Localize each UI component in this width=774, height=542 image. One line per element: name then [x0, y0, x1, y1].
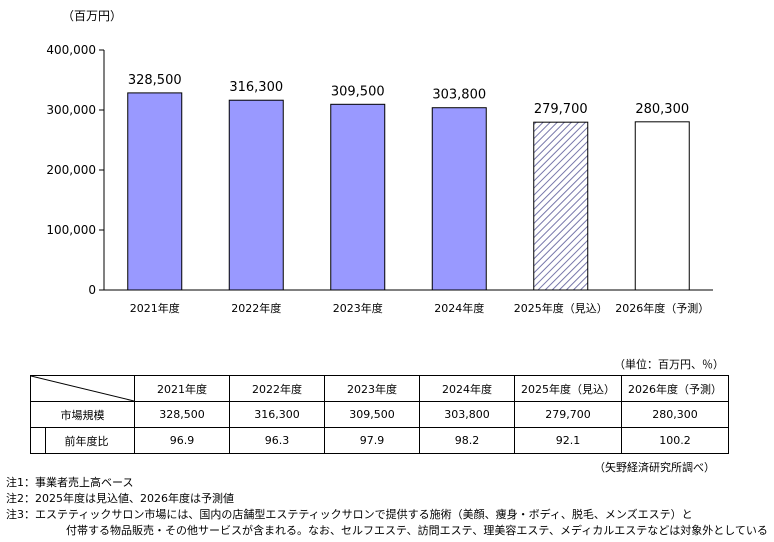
x-tick-label: 2021年度 — [130, 301, 180, 315]
x-tick-label: 2025年度（見込） — [514, 301, 608, 315]
unit-label: （百万円） — [62, 9, 122, 23]
x-axis: 2021年度 2022年度 2023年度 2024年度 2025年度（見込） 2026年度… — [104, 289, 713, 315]
table-cell: 279,700 — [514, 401, 622, 428]
table-cell: 92.1 — [514, 427, 622, 454]
data-table: 2021年度 2022年度 2023年度 2024年度 2025年度（見込） 2… — [30, 375, 729, 454]
bar-chart: （百万円） 0 100,000 200,000 300,000 400,000 328,… — [46, 9, 713, 315]
x-tick-label: 2026年度（予測） — [615, 301, 709, 315]
row-label-market-size: 市場規模 — [30, 401, 135, 428]
table-header: 2026年度（予測） — [621, 375, 729, 402]
table-cell: 98.2 — [419, 427, 515, 454]
bar — [533, 121, 589, 291]
table-corner-cell — [30, 375, 135, 402]
note-3: 注3：エステティックサロン市場には、国内の店舗型エステティックサロンで提供する施… — [6, 508, 693, 521]
bar — [228, 99, 284, 291]
table-cell: 328,500 — [134, 401, 230, 428]
table-header: 2025年度（見込） — [514, 375, 622, 402]
note-2: 注2：2025年度は見込値、2026年度は予測値 — [6, 492, 234, 505]
table-cell: 280,300 — [621, 401, 729, 428]
y-tick-label: 300,000 — [46, 103, 96, 117]
bar — [127, 92, 183, 291]
y-tick-label: 0 — [88, 283, 96, 297]
x-tick-label: 2024年度 — [434, 301, 484, 315]
y-tick-label: 100,000 — [46, 223, 96, 237]
note-1: 注1：事業者売上高ベース — [6, 476, 134, 489]
bar-value-label: 280,300 — [635, 102, 689, 117]
bar-value-label: 316,300 — [229, 80, 283, 95]
bar-value-label: 328,500 — [128, 73, 182, 88]
bar — [330, 103, 386, 291]
table-cell: 309,500 — [324, 401, 420, 428]
table-row: 市場規模 328,500 316,300 309,500 303,800 279… — [30, 401, 729, 428]
y-tick-label: 400,000 — [46, 43, 96, 57]
source-note: （矢野経済研究所調べ） — [594, 461, 715, 474]
table-row: 前年度比 96.9 96.3 97.9 98.2 92.1 100.2 — [30, 427, 729, 454]
table-header: 2021年度 — [134, 375, 230, 402]
bar — [634, 121, 690, 291]
table-cell: 100.2 — [621, 427, 729, 454]
table-cell: 303,800 — [419, 401, 515, 428]
notes: 注1：事業者売上高ベース 注2：2025年度は見込値、2026年度は予測値 注3… — [6, 475, 768, 539]
table-header: 2023年度 — [324, 375, 420, 402]
table-header: 2024年度 — [419, 375, 515, 402]
table-cell: 96.3 — [229, 427, 325, 454]
table-cell: 96.9 — [134, 427, 230, 454]
note-3-continued: 付帯する物品販売・その他サービスが含まれる。なお、セルフエステ、訪問エステ、理美… — [66, 524, 768, 537]
y-tick-label: 200,000 — [46, 163, 96, 177]
x-tick-label: 2022年度 — [231, 301, 281, 315]
row-label-yoy: 前年度比 — [30, 427, 135, 454]
table-unit-note: （単位：百万円、％） — [614, 358, 724, 371]
bar-value-label: 303,800 — [432, 88, 486, 103]
x-tick-label: 2023年度 — [333, 301, 383, 315]
bar — [431, 107, 487, 291]
table-cell: 97.9 — [324, 427, 420, 454]
table-cell: 316,300 — [229, 401, 325, 428]
bars: 328,500 316,300 309,500 303,800 279,700 280,3… — [127, 73, 690, 291]
y-axis: 0 100,000 200,000 300,000 400,000 — [46, 43, 105, 297]
bar-value-label: 279,700 — [534, 102, 588, 117]
bar-value-label: 309,500 — [331, 84, 385, 99]
table-header-row: 2021年度 2022年度 2023年度 2024年度 2025年度（見込） 2… — [30, 375, 729, 402]
table-header: 2022年度 — [229, 375, 325, 402]
